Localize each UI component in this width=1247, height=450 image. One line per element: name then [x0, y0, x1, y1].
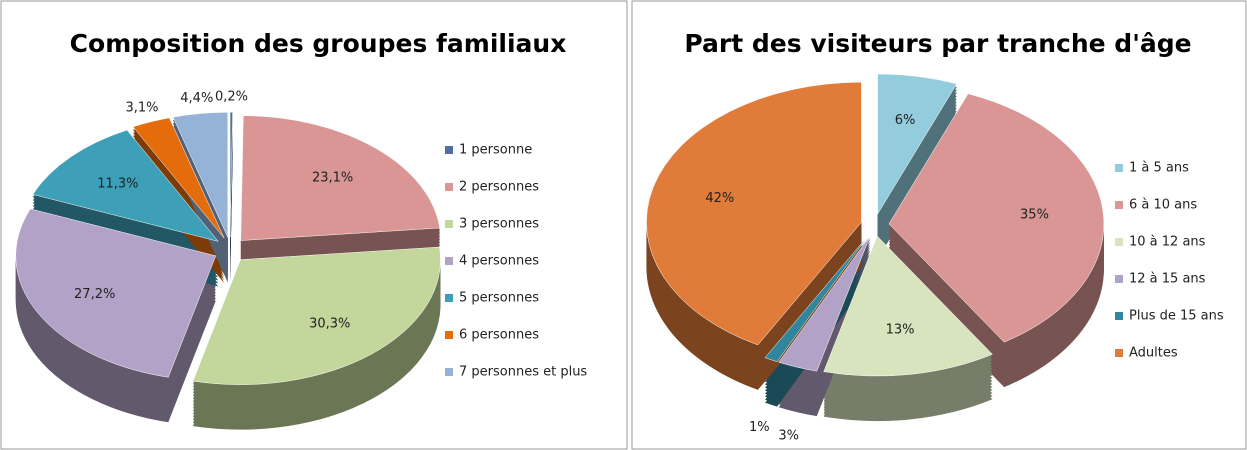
slice: [240, 115, 441, 241]
slice: [229, 111, 233, 238]
data-label: 0,2%: [215, 90, 248, 105]
slice: [888, 93, 1105, 343]
legend-swatch: [1115, 275, 1123, 283]
chart-title: Part des visiteurs par tranche d'âge: [684, 29, 1191, 58]
legend-swatch: [445, 368, 453, 376]
slice: [764, 234, 869, 362]
legend-label: 7 personnes et plus: [459, 365, 587, 380]
legend-label: 3 personnes: [459, 217, 539, 232]
legend-label: 6 personnes: [459, 328, 539, 343]
data-label: 3,1%: [126, 100, 159, 115]
slice: [877, 73, 958, 215]
legend-label: 4 personnes: [459, 254, 539, 269]
data-label: 42%: [705, 191, 734, 206]
slice: [172, 112, 229, 238]
legend-label: Adultes: [1129, 346, 1178, 361]
legend-swatch: [445, 294, 453, 302]
legend-swatch: [1115, 164, 1123, 172]
legend-swatch: [445, 220, 453, 228]
data-label: 1%: [749, 420, 770, 435]
legend-swatch: [1115, 349, 1123, 357]
data-label: 11,3%: [97, 176, 138, 191]
legend-label: 12 à 15 ans: [1129, 272, 1206, 287]
legend-swatch: [1115, 238, 1123, 246]
slice: [15, 208, 217, 378]
slice: [778, 235, 871, 372]
legend-label: 5 personnes: [459, 291, 539, 306]
data-label: 3%: [778, 429, 799, 444]
data-label: 4,4%: [180, 91, 213, 106]
legend-swatch: [445, 146, 453, 154]
data-label: 6%: [895, 113, 916, 128]
slice: [32, 129, 219, 242]
legend-label: 10 à 12 ans: [1129, 235, 1206, 250]
data-label: 30,3%: [309, 316, 350, 331]
legend-label: 1 à 5 ans: [1129, 161, 1189, 176]
data-label: 27,2%: [74, 287, 115, 302]
data-label: 13%: [886, 323, 915, 338]
legend-swatch: [1115, 201, 1123, 209]
legend-label: 2 personnes: [459, 180, 539, 195]
legend-label: 6 à 10 ans: [1129, 198, 1197, 213]
data-label: 35%: [1020, 207, 1049, 222]
legend-label: Plus de 15 ans: [1129, 309, 1224, 324]
legend-swatch: [445, 257, 453, 265]
slice: [823, 235, 993, 377]
legend-swatch: [1115, 312, 1123, 320]
legend-swatch: [445, 331, 453, 339]
slice: [132, 117, 225, 239]
data-label: 23,1%: [312, 170, 353, 185]
slice: [646, 81, 862, 346]
slice: [192, 246, 441, 385]
chart-title: Composition des groupes familiaux: [70, 29, 567, 58]
legend-swatch: [445, 183, 453, 191]
legend-label: 1 personne: [459, 143, 532, 158]
